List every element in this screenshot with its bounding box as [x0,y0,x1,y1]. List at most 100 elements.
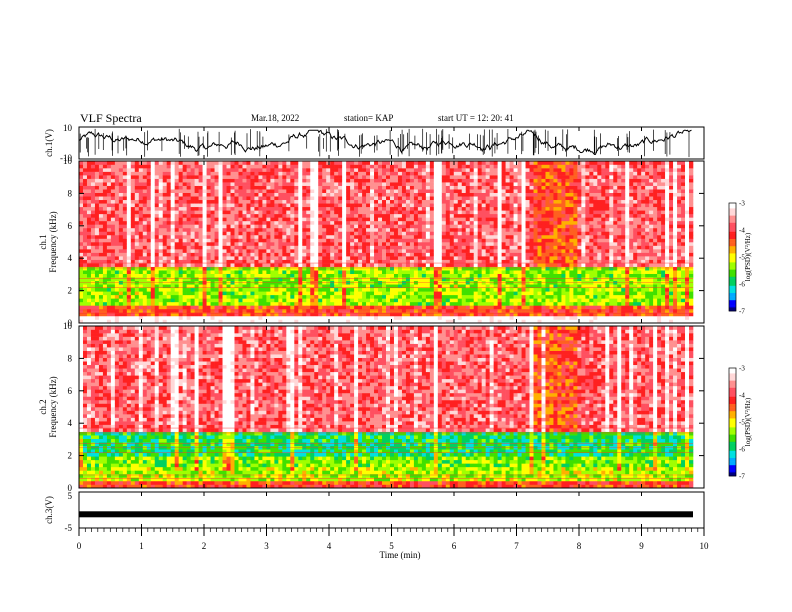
spectrogram-cell [318,161,323,165]
spectrogram-cell [429,291,435,296]
spectrogram-cell [449,245,455,250]
spectrogram-cell [346,220,351,225]
spectrogram-cell [342,298,347,303]
spectrogram-cell [194,185,199,190]
spectrogram-cell [290,308,295,313]
spectrogram-cell [238,199,243,204]
spectrogram-cell [310,263,315,267]
spectrogram-cell [457,256,463,260]
spectrogram-cell [378,291,383,296]
spectrogram-cell [190,171,195,176]
spectrogram-cell [110,305,116,310]
spectrogram-cell [178,224,183,229]
spectrogram-cell [250,252,255,257]
spectrogram-cell [98,213,104,218]
spectrogram-cell [346,277,351,282]
spectrogram-cell [449,294,455,299]
spectrogram-cell [393,227,399,232]
spectrogram-cell [126,210,132,215]
spectrogram-cell [206,312,211,317]
spectrogram-cell [441,273,447,278]
spectrogram-cell [417,178,423,183]
spectrogram-cell [250,220,255,225]
spectrogram-cell [106,312,112,317]
ch1-ytick-top: 10 [63,123,73,133]
spectrogram-cell [274,164,279,169]
spectrogram-cell [226,252,231,257]
spectrogram-cell [222,175,227,179]
spectrogram-cell [266,273,271,278]
spectrogram-cell [346,259,351,264]
spectrogram-cell [162,291,168,296]
spectrogram-cell [246,266,251,271]
spectrogram-cell [417,270,423,274]
spectrogram-cell [94,301,100,306]
spectrogram-cell [210,234,215,239]
spectrogram-cell [314,287,319,292]
spectrogram-cell [346,256,351,260]
spectrogram-cell [330,259,335,264]
spectrogram-cell [346,217,351,222]
spectrogram-cell [182,270,187,274]
spectrogram-cell [270,210,275,215]
spectrogram-cell [250,259,255,264]
spectrogram-cell [182,315,187,320]
spectrogram-cell [90,192,96,197]
spectrogram-cell [362,203,367,208]
spectrogram-cell [98,231,104,236]
spectrogram-cell [174,294,179,299]
spectrogram-cell [262,298,267,303]
spectrogram-cell [366,308,371,313]
spectrogram-cell [146,245,152,250]
spectrogram-cell [350,266,355,271]
spectrogram-cell [457,315,463,320]
spectrogram-cell [445,277,451,282]
spectrogram-cell [266,252,271,257]
spectrogram-cell [110,234,116,239]
spectrogram-cell [246,319,251,324]
spectrogram-cell [230,224,235,229]
spectrogram-cell [441,213,447,218]
spectrogram-cell [346,287,351,292]
spectrogram-cell [214,227,219,232]
spectrogram-cell [86,185,92,190]
spectrogram-cell [158,182,164,186]
spectrogram-cell [254,273,259,278]
spectrogram-cell [246,305,251,310]
spectrogram-cell [346,263,351,267]
spectrogram-cell [469,256,475,260]
spectrogram-cell [449,178,455,183]
spectrogram-cell [409,287,415,292]
spectrogram-cell [94,277,100,282]
spectrogram-cell [270,242,275,246]
spectrogram-cell [250,273,255,278]
spectrogram-cell [322,220,327,225]
spectrogram-cell [397,182,403,186]
spectrogram-cell [86,252,92,257]
spectrogram-cell [382,308,387,313]
spectrogram-cell [150,189,156,193]
spectrogram-cell [282,245,287,250]
spectrogram-cell [214,171,219,176]
spectrogram-cell [190,301,195,306]
spectrogram-cell [250,270,255,274]
spectrogram-cell [374,224,379,229]
spectrogram-cell [489,175,494,179]
spectrogram-cell [198,277,203,282]
spectrogram-cell [469,182,475,186]
spectrogram-cell [286,199,291,204]
spectrogram-cell [230,203,235,208]
spectrogram-cell [86,308,92,313]
spectrogram-cell [378,206,383,211]
spectrogram-cell [130,277,136,282]
spectrogram-cell [314,308,319,313]
spectrogram-cell [206,294,211,299]
spectrogram-cell [382,182,387,186]
spectrogram-cell [266,192,271,197]
spectrogram-cell [409,249,415,253]
spectrogram-cell [214,249,219,253]
spectrogram-cell [330,266,335,271]
spectrogram-cell [318,287,323,292]
spectrogram-cell [382,192,387,197]
spectrogram-cell [182,263,187,267]
